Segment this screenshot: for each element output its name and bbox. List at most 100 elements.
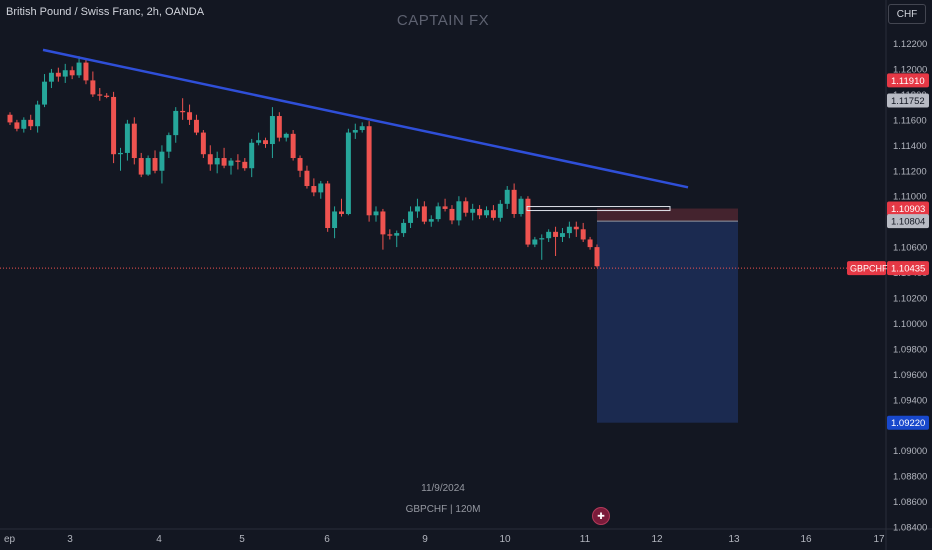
- candle-body: [401, 222, 407, 234]
- candle-body: [131, 123, 137, 159]
- candle-body: [124, 123, 130, 153]
- candle-body: [421, 206, 427, 222]
- candle-body: [269, 116, 275, 145]
- candle-body: [352, 130, 358, 133]
- price-tick-label: 1.12000: [893, 64, 927, 75]
- candle-body: [484, 210, 489, 216]
- candle-body: [470, 208, 476, 213]
- trendline: [42, 48, 689, 189]
- uk-flag-icon[interactable]: ✚: [592, 507, 610, 525]
- candle-body: [566, 226, 572, 234]
- candle-body: [152, 158, 158, 171]
- time-tick-label: 11: [580, 534, 591, 545]
- candle-body: [442, 206, 448, 209]
- candle-body: [456, 201, 462, 221]
- price-label-value: 1.11752: [891, 96, 925, 107]
- candle-body: [553, 231, 559, 237]
- candle-body: [180, 110, 186, 113]
- candle-body: [62, 70, 68, 77]
- candle-body: [580, 229, 586, 240]
- price-label-box: [887, 261, 929, 276]
- price-label-value: 1.11910: [891, 76, 925, 87]
- time-tick-label: 13: [728, 534, 740, 545]
- candle-body: [90, 80, 96, 95]
- candle-body: [504, 189, 510, 204]
- price-tick-label: 1.12200: [893, 39, 927, 50]
- time-tick-label: ep: [4, 534, 16, 545]
- candle-body: [518, 198, 524, 215]
- candle-body: [118, 152, 123, 155]
- price-tick-label: 1.09800: [893, 344, 927, 355]
- price-tick-label: 1.10200: [893, 294, 927, 305]
- price-tick-label: 1.09600: [893, 370, 927, 381]
- price-tick-label: 1.11200: [893, 166, 927, 177]
- candle-body: [242, 161, 248, 169]
- candle-body: [594, 247, 600, 267]
- price-tick-label: 1.11600: [893, 115, 927, 126]
- price-tick-label: 1.10000: [893, 319, 927, 330]
- price-axis[interactable]: 1.122001.120001.118001.116001.114001.112…: [893, 39, 927, 534]
- price-tick-label: 1.11000: [893, 192, 927, 203]
- candle-body: [221, 158, 227, 166]
- candle-body: [435, 206, 441, 220]
- candle-body: [511, 189, 517, 215]
- price-label-value: 1.09220: [891, 418, 925, 429]
- candle-body: [394, 233, 400, 236]
- candle-body: [214, 158, 220, 165]
- price-label-box: [887, 415, 929, 430]
- currency-button[interactable]: CHF: [888, 4, 926, 24]
- symbol-label-box: [847, 261, 886, 276]
- overlay-lines: [0, 48, 886, 269]
- price-label-box: [887, 214, 929, 229]
- candle-body: [256, 140, 262, 143]
- candle-body: [332, 211, 338, 229]
- time-tick-label: 12: [651, 534, 663, 545]
- candle-body: [449, 208, 455, 221]
- candle-body: [283, 133, 289, 138]
- stop-loss-zone: [597, 208, 738, 222]
- candle-body: [249, 142, 255, 169]
- candle-body: [546, 231, 552, 239]
- candle-body: [318, 183, 324, 193]
- candle-body: [359, 126, 365, 131]
- footer-symbol: GBPCHF | 120M: [405, 504, 481, 515]
- candle-body: [207, 154, 213, 165]
- candle-body: [387, 234, 393, 236]
- candle-body: [28, 119, 34, 127]
- candle-body: [525, 198, 531, 245]
- candle-body: [325, 183, 331, 229]
- time-tick-label: 4: [156, 534, 162, 545]
- candle-body: [408, 211, 414, 223]
- candle-body: [159, 151, 165, 171]
- price-tick-label: 1.08600: [893, 497, 927, 508]
- candle-body: [497, 203, 503, 218]
- time-axis[interactable]: ep 3 4 5 6 9 10 11 12 13 16 17: [4, 534, 885, 545]
- candle-body: [14, 122, 20, 129]
- candle-body: [297, 158, 303, 171]
- time-tick-label: 3: [67, 534, 73, 545]
- price-label-box: [887, 93, 929, 108]
- candle-body: [187, 112, 193, 120]
- position-zones: [597, 208, 738, 423]
- time-tick-label: 6: [324, 534, 330, 545]
- candle-body: [477, 208, 483, 216]
- price-label-box: [887, 73, 929, 88]
- candle-body: [83, 62, 89, 81]
- candle-body: [21, 119, 27, 129]
- candle-body: [235, 160, 241, 162]
- candle-body: [42, 81, 48, 105]
- chart-title: British Pound / Swiss Franc, 2h, OANDA: [6, 6, 205, 18]
- candle-body: [173, 110, 179, 136]
- price-label-value: 1.10903: [891, 204, 925, 215]
- candle-body: [532, 239, 538, 245]
- price-tick-label: 1.09400: [893, 395, 927, 406]
- candle-body: [166, 135, 172, 152]
- candle-body: [414, 206, 420, 212]
- symbol-label: GBPCHF: [850, 264, 888, 274]
- candle-body: [587, 239, 593, 248]
- price-labels: 1.11910 1.11752 1.10903 1.10804 1.10435GBPCH…: [847, 73, 929, 430]
- candle-body: [48, 72, 54, 82]
- candle-body: [463, 201, 469, 213]
